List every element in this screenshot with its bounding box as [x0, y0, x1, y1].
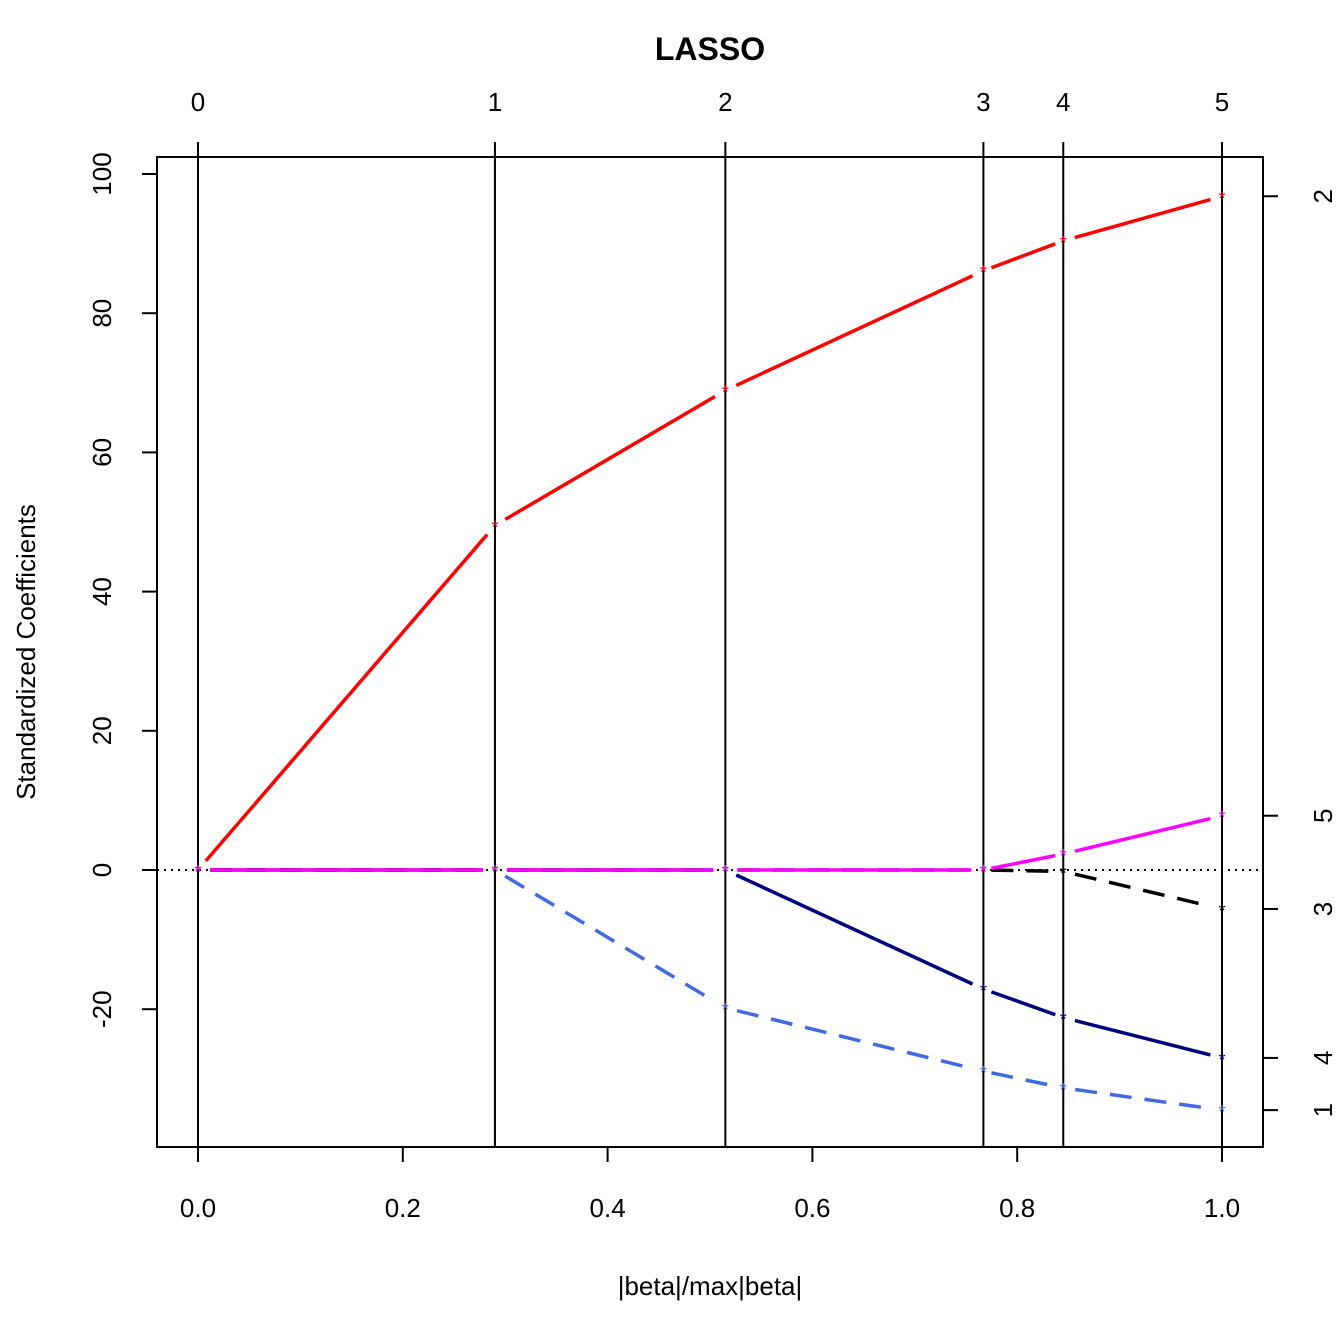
- top-tick-label: 4: [1056, 87, 1070, 117]
- top-tick-label: 3: [976, 87, 990, 117]
- x-tick-label: 0.8: [999, 1193, 1035, 1223]
- path-point-var-5: *: [722, 862, 729, 882]
- path-segment-var-3: [991, 868, 1056, 874]
- y-tick-label: 80: [87, 299, 117, 328]
- path-point-var-4: *: [194, 862, 201, 882]
- path-point-var-3: *: [194, 862, 201, 882]
- path-segment-var-3: [1074, 872, 1211, 908]
- right-variable-label: 5: [1308, 808, 1338, 822]
- y-tick-label: 40: [87, 577, 117, 606]
- path-point-var-4: *: [722, 862, 729, 882]
- path-segment-var-5: [991, 853, 1056, 871]
- path-segment-var-4: [990, 990, 1056, 1017]
- path-point-var-5: *: [980, 862, 987, 882]
- path-point-var-3: *: [491, 862, 498, 882]
- path-point-var-3: *: [722, 862, 729, 882]
- path-point-var-4: *: [491, 862, 498, 882]
- y-tick-label: 60: [87, 438, 117, 467]
- path-segment-var-2: [204, 533, 489, 863]
- path-point-var-2: *: [1218, 188, 1225, 208]
- path-point-var-3: *: [1218, 901, 1225, 921]
- path-segment-var-5: [1074, 816, 1211, 853]
- chart-title: LASSO: [655, 31, 765, 67]
- y-axis-label: Standardized Coefficients: [11, 504, 41, 800]
- path-point-var-1: *: [491, 862, 498, 882]
- top-tick-label: 1: [488, 87, 502, 117]
- path-point-var-4: *: [980, 981, 987, 1001]
- path-point-var-4: *: [1218, 1050, 1225, 1070]
- y-tick-label: -20: [87, 990, 117, 1028]
- right-variable-label: 4: [1308, 1051, 1338, 1065]
- path-segment-var-1: [991, 1071, 1056, 1088]
- x-tick-label: 0.6: [794, 1193, 830, 1223]
- right-variable-label: 3: [1308, 902, 1338, 916]
- path-point-var-3: *: [980, 862, 987, 882]
- y-tick-label: 100: [87, 152, 117, 195]
- path-point-var-5: *: [1060, 846, 1067, 866]
- path-point-var-1: *: [1218, 1102, 1225, 1122]
- right-variable-label: 1: [1308, 1103, 1338, 1117]
- path-point-var-2: *: [722, 382, 729, 402]
- path-segment-var-1: [1074, 1087, 1211, 1111]
- path-point-var-4: *: [1060, 1010, 1067, 1030]
- right-variable-label: 2: [1308, 189, 1338, 203]
- top-tick-label: 0: [191, 87, 205, 117]
- x-tick-label: 1.0: [1204, 1193, 1240, 1223]
- x-tick-label: 0.2: [385, 1193, 421, 1223]
- x-tick-label: 0.4: [590, 1193, 626, 1223]
- path-point-var-1: *: [722, 1000, 729, 1020]
- path-segment-var-2: [735, 274, 974, 387]
- path-point-var-1: *: [1060, 1080, 1067, 1100]
- x-tick-label: 0.0: [180, 1193, 216, 1223]
- path-segment-var-2: [504, 395, 716, 521]
- path-point-var-2: *: [194, 862, 201, 882]
- path-point-var-1: *: [980, 1063, 987, 1083]
- top-tick-label: 5: [1215, 87, 1229, 117]
- y-tick-label: 20: [87, 716, 117, 745]
- path-point-var-5: *: [1218, 808, 1225, 828]
- path-point-var-3: *: [1060, 863, 1067, 883]
- path-point-var-5: *: [194, 862, 201, 882]
- path-point-var-2: *: [1060, 233, 1067, 253]
- path-point-var-2: *: [980, 263, 987, 283]
- path-point-var-1: *: [194, 862, 201, 882]
- path-point-var-5: *: [491, 862, 498, 882]
- top-tick-label: 2: [718, 87, 732, 117]
- path-segment-var-2: [1074, 197, 1211, 240]
- plot-frame: [156, 156, 1264, 1148]
- path-segment-var-2: [990, 242, 1056, 270]
- step-lines: [157, 157, 1263, 1147]
- x-axis-label: |beta|/max|beta|: [618, 1271, 803, 1301]
- path-segment-var-1: [504, 874, 716, 1004]
- axes: 0 1 2 3 4 5 0.0 0.2 0.4 0.6 0.8 1.0 -20 0 20 40 60 80 100 2…: [87, 87, 1338, 1223]
- path-point-var-2: *: [491, 517, 498, 537]
- y-tick-label: 0: [87, 863, 117, 877]
- path-segment-var-4: [1074, 1018, 1211, 1057]
- coefficient-paths: ******* ****** * ***** * * * *** * * ***: [194, 188, 1225, 1122]
- path-segment-var-4: [735, 873, 974, 986]
- path-segment-var-1: [736, 1008, 973, 1070]
